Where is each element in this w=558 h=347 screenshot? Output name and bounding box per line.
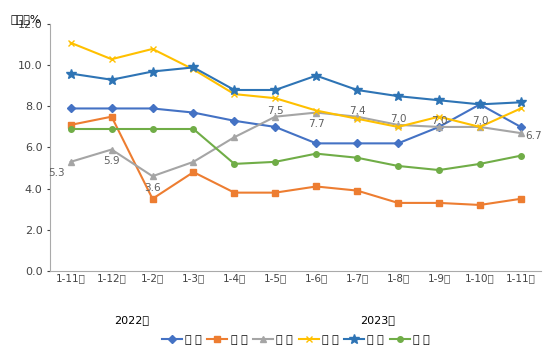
江 苏 [108, 57, 115, 61]
Line: 浙 江: 浙 江 [66, 62, 526, 109]
全 国 [68, 107, 74, 111]
上 海 [395, 123, 401, 127]
上 海 [190, 160, 197, 164]
全 国 [354, 141, 360, 145]
上 海 [231, 135, 238, 139]
广 东 [395, 164, 401, 168]
全 国 [395, 141, 401, 145]
上 海 [272, 115, 278, 119]
Text: 7.0: 7.0 [390, 114, 406, 124]
Text: 7.7: 7.7 [308, 119, 325, 129]
江 苏 [272, 96, 278, 100]
北 京 [190, 170, 197, 174]
浙 江 [149, 69, 156, 74]
广 东 [354, 156, 360, 160]
广 东 [272, 160, 278, 164]
浙 江 [477, 102, 483, 107]
江 苏 [313, 108, 320, 112]
全 国 [313, 141, 320, 145]
Text: 7.0: 7.0 [431, 116, 447, 126]
广 东 [149, 127, 156, 131]
北 京 [272, 191, 278, 195]
Line: 北 京: 北 京 [68, 114, 523, 208]
全 国 [149, 107, 156, 111]
广 东 [313, 152, 320, 156]
Line: 上 海: 上 海 [68, 110, 523, 179]
Text: 单位：%: 单位：% [11, 15, 41, 24]
Text: 6.7: 6.7 [525, 131, 541, 141]
浙 江 [395, 94, 401, 98]
浙 江 [517, 100, 524, 104]
江 苏 [477, 125, 483, 129]
Text: 7.4: 7.4 [349, 105, 365, 116]
广 东 [436, 168, 442, 172]
全 国 [108, 107, 115, 111]
广 东 [108, 127, 115, 131]
全 国 [477, 102, 483, 107]
江 苏 [436, 115, 442, 119]
全 国 [436, 125, 442, 129]
北 京 [477, 203, 483, 207]
广 东 [190, 127, 197, 131]
江 苏 [231, 92, 238, 96]
全 国 [231, 119, 238, 123]
浙 江 [190, 65, 197, 69]
Text: 2022年: 2022年 [114, 315, 150, 325]
北 京 [517, 197, 524, 201]
Text: 7.5: 7.5 [267, 105, 283, 116]
江 苏 [517, 107, 524, 111]
Line: 全 国: 全 国 [68, 102, 523, 146]
上 海 [149, 174, 156, 178]
Line: 江 苏: 江 苏 [67, 39, 525, 130]
浙 江 [313, 74, 320, 78]
北 京 [149, 197, 156, 201]
浙 江 [108, 78, 115, 82]
广 东 [231, 162, 238, 166]
北 京 [395, 201, 401, 205]
广 东 [517, 154, 524, 158]
江 苏 [149, 47, 156, 51]
Line: 广 东: 广 东 [68, 126, 523, 173]
上 海 [477, 125, 483, 129]
Text: 2023年: 2023年 [360, 315, 395, 325]
浙 江 [231, 88, 238, 92]
江 苏 [354, 117, 360, 121]
全 国 [272, 125, 278, 129]
浙 江 [436, 98, 442, 102]
上 海 [68, 160, 74, 164]
江 苏 [190, 67, 197, 71]
浙 江 [354, 88, 360, 92]
广 东 [68, 127, 74, 131]
北 京 [436, 201, 442, 205]
全 国 [517, 125, 524, 129]
浙 江 [272, 88, 278, 92]
上 海 [313, 110, 320, 115]
上 海 [108, 147, 115, 152]
广 东 [477, 162, 483, 166]
Legend: 全 国, 北 京, 上 海, 江 苏, 浙 江, 广 东: 全 国, 北 京, 上 海, 江 苏, 浙 江, 广 东 [157, 330, 434, 347]
Text: 5.9: 5.9 [103, 156, 120, 166]
Text: 3.6: 3.6 [144, 183, 161, 193]
Text: 7.0: 7.0 [472, 116, 488, 126]
Text: 5.3: 5.3 [48, 168, 65, 178]
江 苏 [68, 41, 74, 45]
北 京 [354, 188, 360, 193]
北 京 [108, 115, 115, 119]
浙 江 [68, 71, 74, 76]
上 海 [354, 115, 360, 119]
全 国 [190, 110, 197, 115]
上 海 [436, 125, 442, 129]
北 京 [231, 191, 238, 195]
上 海 [517, 131, 524, 135]
北 京 [68, 123, 74, 127]
江 苏 [395, 125, 401, 129]
北 京 [313, 184, 320, 188]
